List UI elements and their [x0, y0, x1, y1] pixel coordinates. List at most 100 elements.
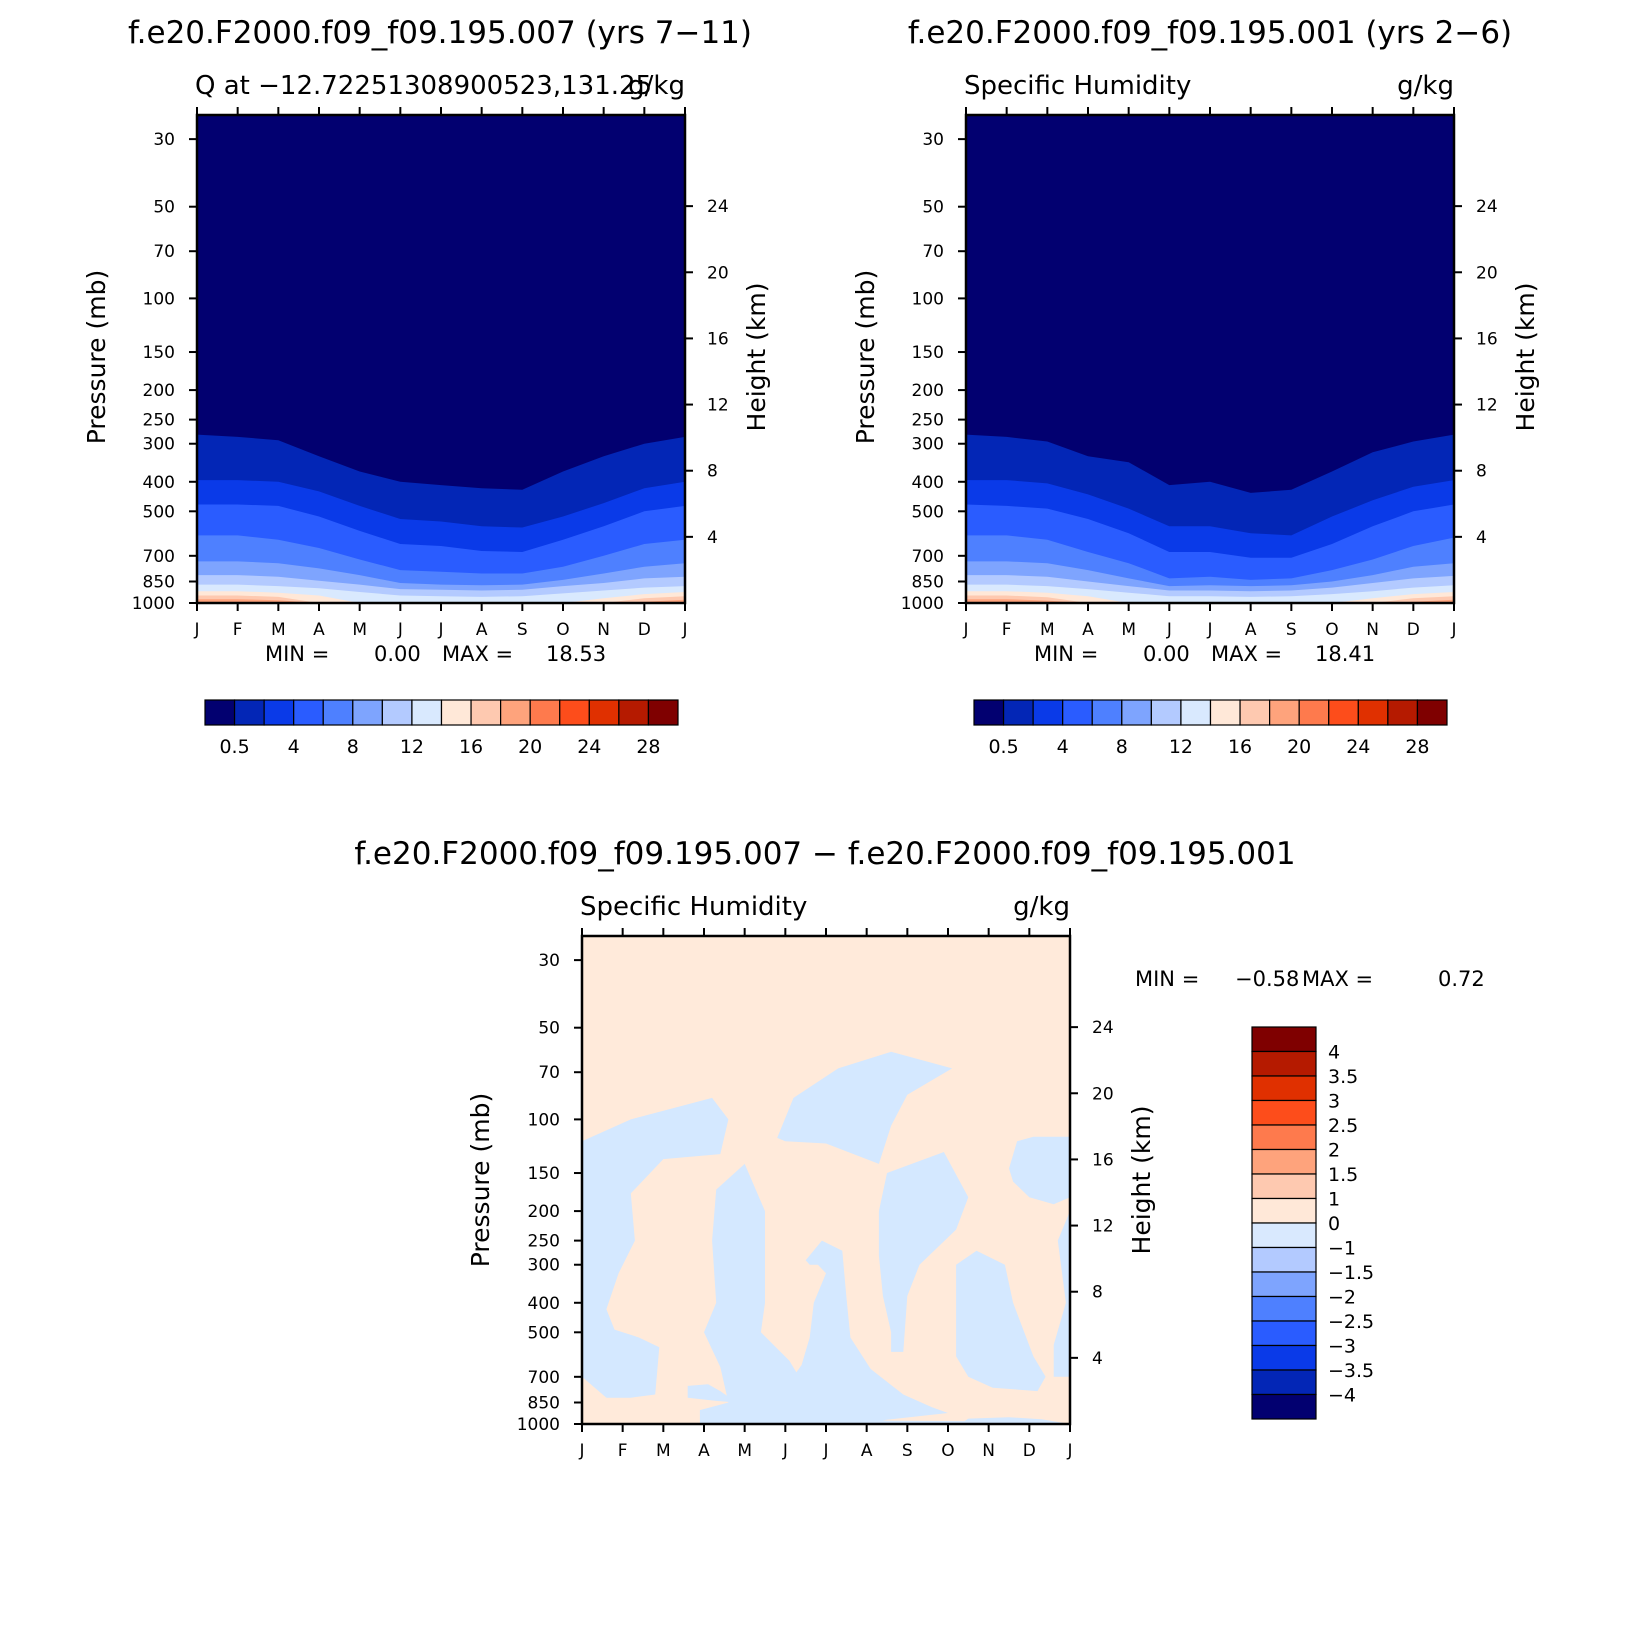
negative-anomaly-region	[687, 1384, 737, 1403]
plot-area: J F M A M J J A S O N D J 30 50 70 100 150 200 250 300 400 500…	[901, 107, 1498, 640]
plot-area: J F M A M J J A S O N D J 30 50 70 100 150 200 250 300 400 500…	[132, 107, 729, 640]
x-tick-label: A	[1082, 620, 1094, 640]
colorbar-label: 24	[1346, 736, 1370, 758]
y-tick-label: 1000	[517, 1415, 560, 1435]
y-tick-label: 100	[528, 1110, 560, 1130]
colorbar-swatch	[1121, 699, 1152, 726]
y-right-tick-label: 4	[1476, 528, 1487, 548]
negative-anomaly-region	[582, 1097, 729, 1398]
x-tick-label: A	[698, 1441, 710, 1461]
y-tick-label: 150	[143, 343, 175, 363]
colorbar-swatch	[1251, 1271, 1317, 1298]
y-right-tick-label: 8	[707, 462, 718, 482]
max-value: 18.53	[546, 642, 606, 666]
colorbar-swatch	[1251, 1369, 1317, 1396]
panel-title: f.e20.F2000.f09_f09.195.007 − f.e20.F200…	[354, 836, 1295, 872]
x-tick-label: A	[861, 1441, 873, 1461]
colorbar-swatch	[1269, 699, 1300, 726]
x-tick-label: J	[193, 620, 199, 640]
colorbar-swatch	[647, 699, 679, 726]
colorbar-swatch	[1209, 699, 1241, 726]
colorbar-swatch	[1251, 1124, 1317, 1151]
y-right-tick-label: 12	[1092, 1217, 1114, 1237]
y-right-tick-label: 24	[1092, 1018, 1114, 1038]
x-tick-label: F	[618, 1441, 628, 1461]
colorbar-swatch	[1251, 1173, 1317, 1200]
panel-subtitle-units: g/kg	[1013, 892, 1070, 922]
colorbar-swatch	[529, 699, 561, 726]
colorbar-swatch	[1062, 699, 1093, 726]
colorbar-label: 2	[1328, 1140, 1340, 1162]
contour-band-14	[966, 591, 1454, 603]
colorbar-swatch	[470, 699, 502, 726]
x-tick-label: J	[681, 620, 687, 640]
colorbar-swatch	[440, 699, 472, 726]
y-axis-label: Pressure (mb)	[466, 1093, 495, 1267]
colorbar-swatch	[1239, 699, 1271, 726]
colorbar-swatch	[1251, 1148, 1317, 1175]
x-tick-label: J	[782, 1441, 788, 1461]
y-tick-label: 250	[912, 411, 944, 431]
colorbar-swatch	[1251, 1295, 1317, 1322]
colorbar-swatch	[233, 699, 265, 726]
y-tick-label: 300	[528, 1256, 560, 1276]
colorbar-swatch	[1251, 1246, 1317, 1273]
min-label: MIN =	[265, 642, 329, 666]
y-right-tick-label: 12	[707, 396, 729, 416]
x-tick-label: J	[1066, 1441, 1072, 1461]
plot-area: J F M A M J J A S O N D J 30 50 70 100 150 200 250 300 400 500…	[517, 928, 1114, 1461]
x-tick-label: N	[1366, 620, 1379, 640]
contour-fills	[582, 936, 1070, 1424]
colorbar-label: 20	[1287, 736, 1311, 758]
colorbar-swatch	[204, 699, 236, 726]
colorbar-swatch	[1180, 699, 1212, 726]
x-tick-label: A	[313, 620, 325, 640]
min-label: MIN =	[1034, 642, 1098, 666]
x-tick-label: S	[1286, 620, 1297, 640]
y-tick-label: 200	[912, 381, 944, 401]
max-value: 0.72	[1438, 967, 1485, 991]
x-tick-label: S	[517, 620, 528, 640]
y-right-tick-label: 24	[1476, 197, 1498, 217]
colorbar-swatch	[1251, 1026, 1317, 1053]
colorbar-label: −4	[1328, 1385, 1356, 1407]
colorbar-swatch	[1251, 1099, 1317, 1126]
y-tick-label: 700	[528, 1368, 560, 1388]
x-tick-label: J	[962, 620, 968, 640]
colorbar-label: 4	[288, 736, 300, 758]
y-axis-right-label: Height (km)	[1511, 283, 1540, 432]
colorbar-label: 20	[518, 736, 542, 758]
x-tick-label: M	[737, 1441, 752, 1461]
colorbar-label: −1.5	[1328, 1262, 1374, 1284]
colorbar-swatch	[1091, 699, 1123, 726]
y-right-tick-label: 8	[1092, 1283, 1103, 1303]
panel-subtitle-units: g/kg	[628, 71, 685, 101]
colorbar-label: −3	[1328, 1336, 1356, 1358]
colorbar-label: 8	[1116, 736, 1128, 758]
y-axis-right-label: Height (km)	[742, 283, 771, 432]
y-tick-label: 200	[528, 1202, 560, 1222]
y-right-tick-label: 16	[707, 329, 729, 349]
x-tick-label: J	[578, 1441, 584, 1461]
colorbar-swatch	[1251, 1197, 1317, 1224]
panel-run-007: f.e20.F2000.f09_f09.195.007 (yrs 7−11) Q…	[82, 15, 771, 758]
x-tick-label: S	[902, 1441, 913, 1461]
x-tick-label: J	[1450, 620, 1456, 640]
negative-anomaly-region	[878, 1152, 969, 1352]
y-right-tick-label: 20	[1476, 263, 1498, 283]
contour-fills	[197, 115, 685, 603]
y-right-tick-label: 4	[1092, 1349, 1103, 1369]
y-tick-label: 300	[912, 435, 944, 455]
colorbar-label: 3.5	[1328, 1066, 1358, 1088]
y-tick-label: 400	[912, 473, 944, 493]
colorbar: 0.5 4 8 12 16 20 24 28	[204, 699, 679, 758]
colorbar-label: −2.5	[1328, 1311, 1374, 1333]
colorbar-label: 28	[1405, 736, 1429, 758]
max-label: MAX =	[1302, 967, 1373, 991]
x-tick-label: M	[352, 620, 367, 640]
y-tick-label: 100	[912, 289, 944, 309]
colorbar-swatch	[1251, 1050, 1317, 1077]
y-tick-label: 100	[143, 289, 175, 309]
panel-subtitle-left: Specific Humidity	[580, 892, 807, 922]
x-tick-label: M	[1040, 620, 1055, 640]
